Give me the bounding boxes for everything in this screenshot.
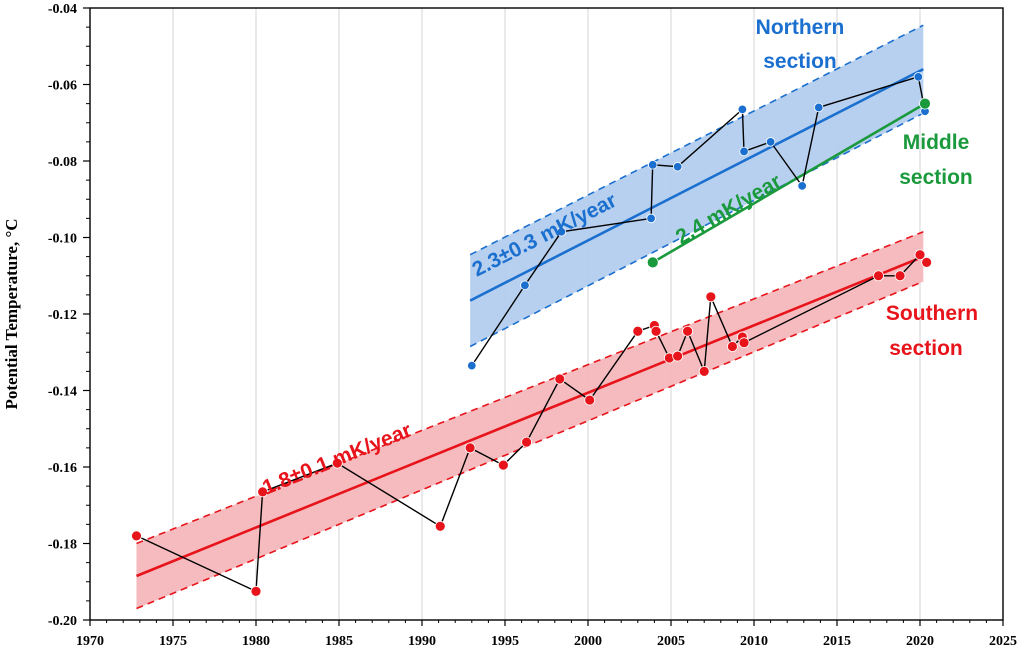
y-tick-label: -0.08: [48, 155, 77, 170]
y-tick-label: -0.12: [48, 308, 77, 323]
y-tick-label: -0.18: [48, 538, 77, 553]
data-point: [464, 442, 476, 454]
data-point: [650, 325, 662, 337]
x-tick-label: 1970: [76, 634, 104, 649]
data-point: [257, 486, 269, 498]
data-point: [873, 270, 884, 282]
data-point: [520, 280, 530, 291]
data-point: [434, 520, 446, 532]
data-point: [646, 213, 656, 224]
section-label: section: [889, 337, 963, 360]
x-tick-label: 2025: [989, 634, 1017, 649]
data-point: [672, 350, 684, 362]
section-label: section: [763, 50, 837, 73]
data-point: [919, 97, 931, 110]
data-point: [250, 585, 262, 597]
data-point: [705, 291, 717, 303]
x-tick-label: 2020: [906, 634, 934, 649]
confidence-band: [136, 231, 924, 609]
y-tick-label: -0.16: [48, 461, 77, 476]
y-tick-label: -0.20: [48, 614, 77, 629]
trend-line: [469, 68, 924, 302]
data-point: [698, 365, 710, 377]
data-point: [738, 337, 750, 349]
x-tick-label: 2015: [823, 634, 851, 649]
data-point: [648, 160, 658, 170]
data-point: [921, 256, 933, 268]
y-axis-title: Potential Temperature, °C: [2, 218, 21, 409]
data-point: [894, 270, 906, 282]
data-point: [331, 457, 343, 469]
plot-frame: [89, 7, 1004, 621]
data-point: [521, 436, 532, 448]
data-point: [131, 530, 142, 542]
data-point: [914, 249, 926, 261]
x-tick-label: 1980: [242, 634, 270, 649]
y-tick-label: -0.04: [48, 2, 77, 17]
y-tick-label: -0.14: [48, 385, 77, 400]
band-lower-bound: [469, 112, 924, 348]
section-label: section: [899, 166, 973, 189]
data-point: [814, 102, 824, 113]
trend-lines: [135, 68, 926, 578]
data-point: [646, 256, 659, 269]
y-tick-label: -0.06: [48, 79, 77, 94]
data-point: [556, 227, 567, 237]
data-point: [737, 104, 748, 115]
x-tick-label: 1995: [491, 634, 519, 649]
data-point: [797, 181, 807, 191]
x-tick-label: 2005: [657, 634, 685, 649]
x-tick-label: 1985: [325, 634, 353, 649]
trend-line: [135, 255, 924, 578]
band-upper-bound: [469, 24, 924, 256]
data-point: [467, 360, 477, 371]
data-point: [739, 146, 749, 157]
trend-line: [652, 102, 926, 264]
x-tick-label: 2000: [574, 634, 602, 649]
data-point: [584, 394, 596, 406]
section-label: Southern: [886, 302, 978, 325]
section-label: Middle: [903, 131, 970, 154]
data-series: [131, 72, 933, 597]
x-tick-label: 1990: [408, 634, 436, 649]
data-point: [632, 325, 644, 337]
data-point: [727, 341, 738, 352]
data-point: [682, 325, 693, 337]
band-upper-bound: [136, 231, 924, 545]
data-point: [497, 459, 509, 471]
data-point: [672, 162, 683, 172]
confidence-bands: [136, 24, 924, 610]
x-tick-label: 1975: [159, 634, 187, 649]
axes: 1970 1975 1980 1985 1990 1995 2000 2005 2010 2015…: [2, 2, 1017, 649]
data-point: [913, 72, 924, 82]
x-tick-label: 2010: [740, 634, 768, 649]
y-tick-label: -0.10: [48, 232, 77, 247]
data-point: [765, 137, 776, 147]
data-point: [554, 373, 566, 385]
section-label: Northern: [756, 16, 845, 39]
